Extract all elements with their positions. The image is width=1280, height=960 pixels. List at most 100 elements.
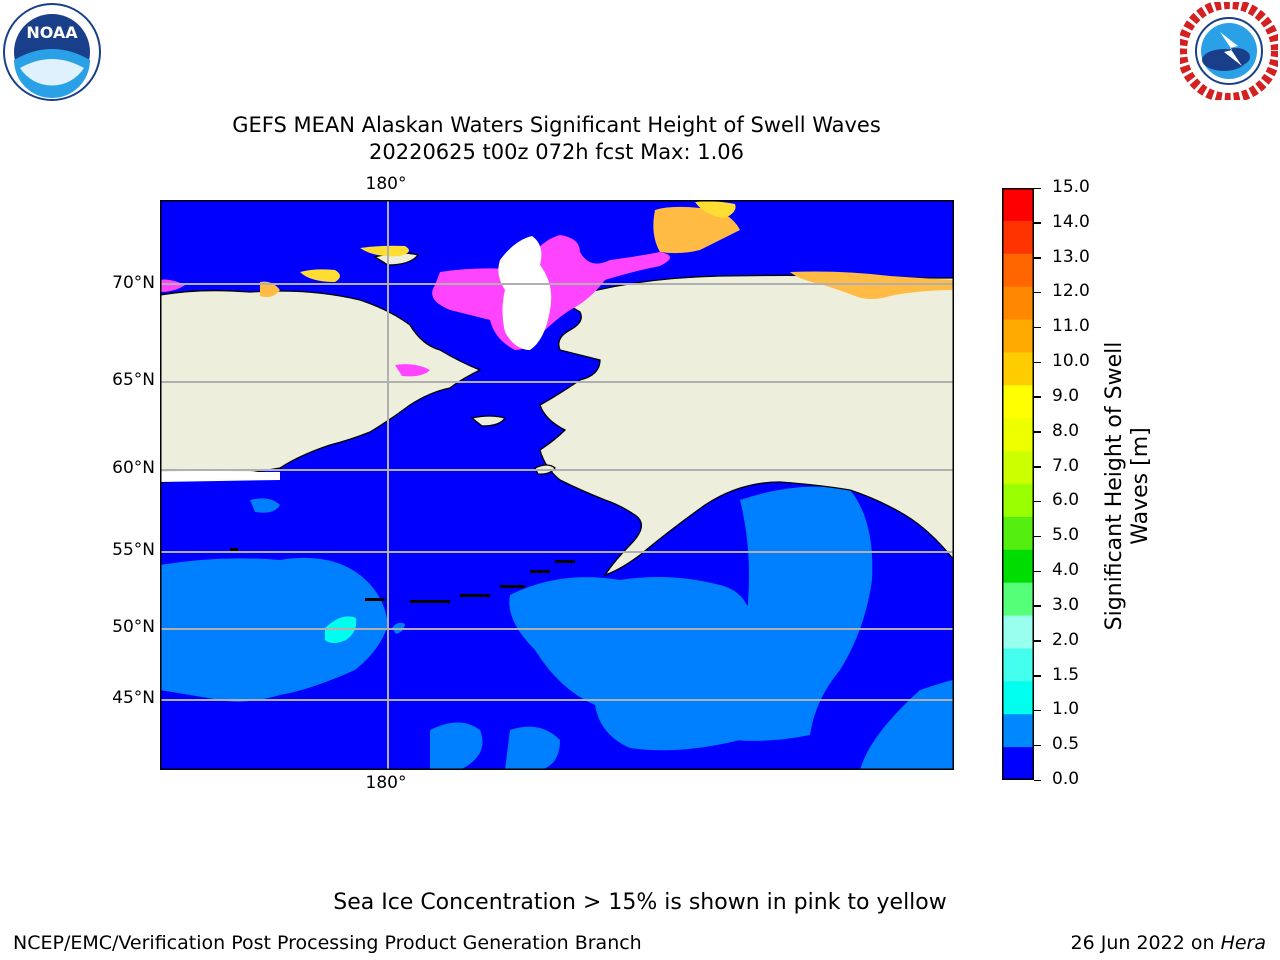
- aleutian-islands: [230, 548, 575, 603]
- sea-ice-chukotka-coast: [395, 364, 430, 377]
- colorbar-segment: [1002, 484, 1034, 518]
- noaa-logo: NOAA: [2, 2, 102, 102]
- land-st-lawrence-island: [470, 415, 507, 427]
- colorbar-tick-label: 11.0: [1052, 316, 1090, 337]
- footer-credit: NCEP/EMC/Verification Post Processing Pr…: [13, 932, 642, 954]
- sea-ice-east-siberian: [300, 269, 340, 282]
- colorbar-tick-mark: [1034, 361, 1041, 364]
- chart-subtitle: 20220625 t00z 072h fcst Max: 1.06: [369, 140, 744, 164]
- colorbar-segment: [1002, 188, 1034, 222]
- sea-ice-kolyma: [260, 281, 280, 298]
- land-siberia: [159, 289, 482, 483]
- colorbar-tick-mark: [1034, 187, 1041, 189]
- colorbar-segment: [1002, 747, 1034, 781]
- swell-patch-south: [430, 722, 483, 770]
- colorbar-tick-label: 9.0: [1052, 385, 1080, 406]
- footer-date-text: 26 Jun 2022 on: [1070, 932, 1221, 954]
- colorbar-tick-mark: [1034, 570, 1041, 573]
- colorbar-segment: [1002, 582, 1034, 617]
- land-alaska: [539, 274, 955, 577]
- sea-ice-west-edge: [160, 279, 185, 292]
- colorbar-segment: [1002, 319, 1034, 353]
- colorbar-tick-label: 10.0: [1052, 351, 1090, 372]
- sea-ice-wrangel: [360, 245, 409, 257]
- colorbar-tick-mark: [1034, 640, 1041, 642]
- map-frame: [160, 200, 954, 770]
- colorbar-tick-label: 14.0: [1052, 211, 1090, 232]
- sea-ice-north-tip: [695, 201, 736, 218]
- lon-label-top: 180°: [365, 174, 407, 194]
- sea-ice-north-alaska: [790, 271, 954, 299]
- lat-label-45: 45°N: [112, 688, 155, 708]
- colorbar-tick-mark: [1034, 431, 1041, 433]
- colorbar-tick-label: 3.0: [1052, 594, 1080, 615]
- colorbar-tick-mark: [1034, 709, 1041, 712]
- colorbar-tick-mark: [1034, 500, 1041, 503]
- colorbar-label-line1: Significant Height of Swell: [1102, 341, 1127, 631]
- sea-ice-chukchi-open: [498, 236, 552, 350]
- colorbar-tick-mark: [1034, 257, 1041, 259]
- colorbar-tick-label: 15.0: [1052, 177, 1090, 197]
- sea-ice: [160, 201, 954, 377]
- colorbar-tick-label: 0.5: [1052, 734, 1080, 755]
- colorbar-segment: [1002, 418, 1034, 452]
- gridlines: [160, 200, 954, 770]
- lat-label-60: 60°N: [112, 458, 155, 478]
- colorbar-tick-label: 13.0: [1052, 246, 1090, 267]
- colorbar-frame: [1002, 188, 1034, 780]
- colorbar-segment: [1002, 615, 1034, 649]
- colorbar-tick-mark: [1034, 326, 1041, 329]
- swell-area-central: [509, 576, 754, 751]
- colorbar-segment: [1002, 253, 1034, 288]
- colorbar-tick-label: 5.0: [1052, 525, 1080, 546]
- colorbar-label-line2: Waves [m]: [1128, 427, 1153, 545]
- colorbar-tick-mark: [1034, 605, 1041, 607]
- colorbar-tick-mark: [1034, 744, 1041, 747]
- map-svg: [159, 200, 955, 770]
- swell-patch-southeast: [860, 680, 954, 770]
- lon-label-bottom: 180°: [365, 773, 407, 793]
- swell-patch-bering: [250, 498, 280, 513]
- colorbar-tick-label: 1.5: [1052, 664, 1080, 685]
- no-data-strip: [160, 471, 280, 482]
- colorbar-tick-mark: [1034, 222, 1041, 224]
- colorbar-segment: [1002, 681, 1034, 715]
- footer-date: 26 Jun 2022 on Hera: [1071, 932, 1266, 954]
- colorbar-segment: [1002, 714, 1034, 748]
- chart-title: GEFS MEAN Alaskan Waters Significant Hei…: [232, 113, 881, 137]
- colorbar-segment: [1002, 451, 1034, 485]
- colorbar-tick-label: 2.0: [1052, 629, 1080, 650]
- lat-label-50: 50°N: [112, 617, 155, 637]
- lat-label-55: 55°N: [112, 540, 155, 560]
- colorbar-tick-label: 4.0: [1052, 560, 1080, 581]
- colorbar-segment: [1002, 385, 1034, 419]
- colorbar-tick-mark: [1034, 466, 1041, 468]
- colorbar: [1002, 188, 1034, 781]
- lat-label-70: 70°N: [112, 273, 155, 293]
- sea-ice-note: Sea Ice Concentration > 15% is shown in …: [333, 890, 947, 915]
- nws-logo: [1177, 0, 1280, 103]
- colorbar-tick-label: 0.0: [1052, 769, 1080, 789]
- colorbar-tick-mark: [1034, 779, 1041, 781]
- land-masses: [159, 252, 955, 577]
- colorbar-tick-label: 7.0: [1052, 455, 1080, 476]
- colorbar-segment: [1002, 549, 1034, 584]
- lat-label-65: 65°N: [112, 370, 155, 390]
- colorbar-segment: [1002, 220, 1034, 255]
- swell-area-east: [720, 486, 873, 741]
- colorbar-tick-mark: [1034, 291, 1041, 294]
- colorbar-tick-label: 6.0: [1052, 490, 1080, 511]
- sea-ice-beaufort: [653, 206, 740, 254]
- colorbar-label: Significant Height of Swell Waves [m]: [1102, 286, 1154, 686]
- footer-machine: Hera: [1220, 932, 1266, 954]
- colorbar-segment: [1002, 286, 1034, 321]
- colorbar-tick-mark: [1034, 396, 1041, 398]
- colorbar-tick-mark: [1034, 675, 1041, 677]
- swell-patch-southwest: [505, 726, 560, 770]
- colorbar-segment: [1002, 648, 1034, 682]
- colorbar-tick-label: 12.0: [1052, 281, 1090, 302]
- noaa-logo-text: NOAA: [26, 23, 78, 42]
- colorbar-tick-mark: [1034, 535, 1041, 538]
- map-panel: [159, 200, 955, 770]
- colorbar-tick-label: 8.0: [1052, 420, 1080, 441]
